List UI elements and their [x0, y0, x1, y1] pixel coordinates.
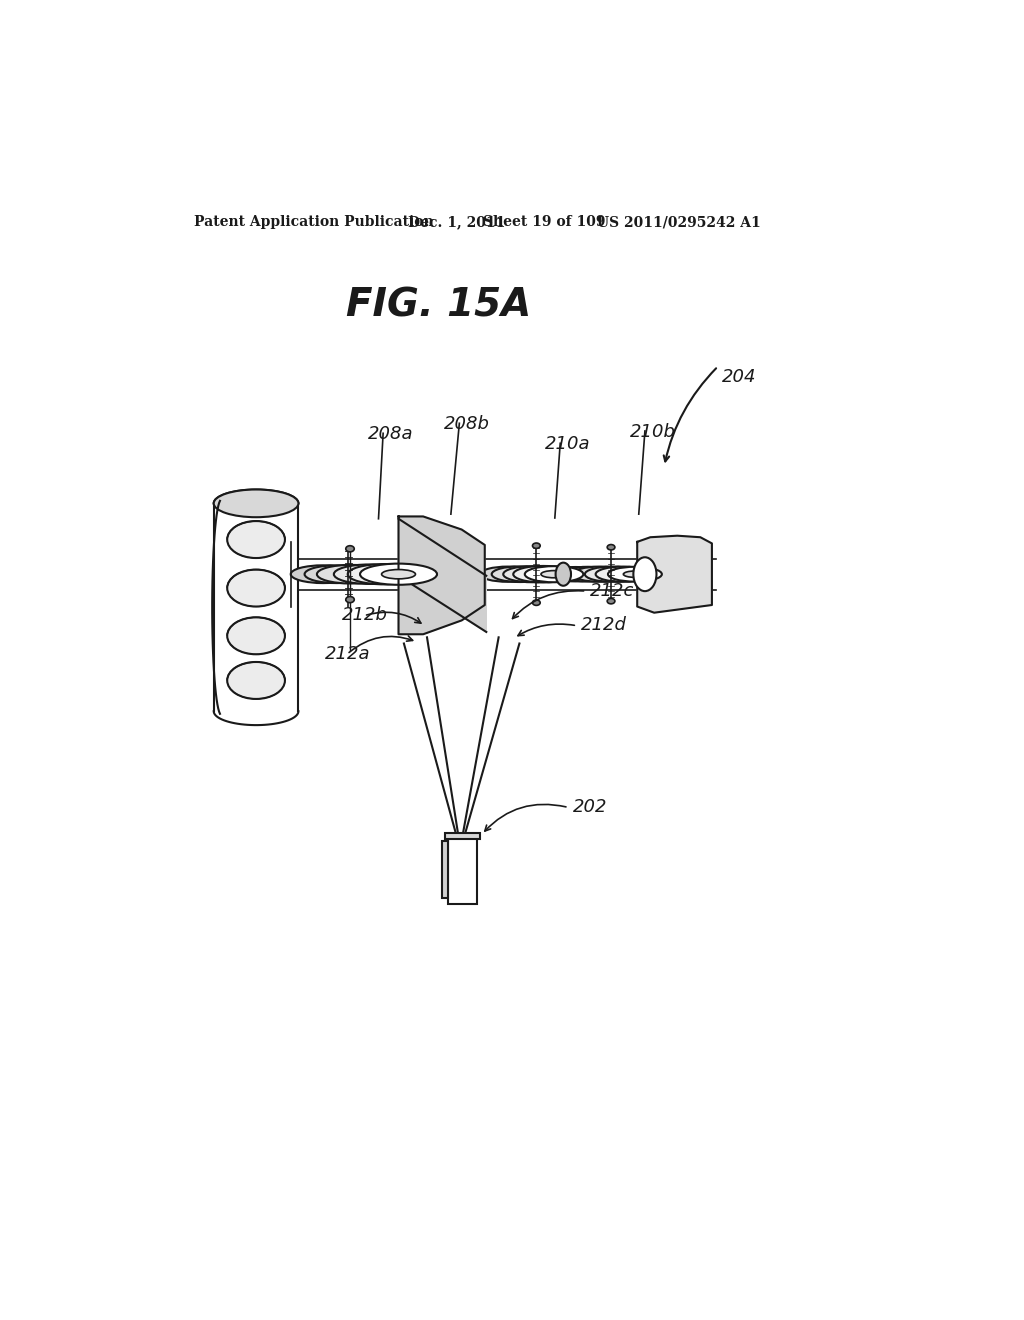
Polygon shape [403, 644, 519, 832]
Ellipse shape [227, 663, 285, 700]
Bar [447, 834, 477, 904]
Polygon shape [398, 516, 484, 635]
Ellipse shape [524, 566, 584, 582]
Ellipse shape [369, 570, 400, 578]
Text: US 2011/0295242 A1: US 2011/0295242 A1 [597, 215, 761, 230]
Text: 212d: 212d [581, 616, 627, 635]
Ellipse shape [348, 564, 422, 585]
Ellipse shape [503, 566, 562, 582]
Ellipse shape [227, 618, 285, 655]
Text: 212c: 212c [590, 582, 635, 599]
Ellipse shape [497, 572, 519, 577]
Ellipse shape [336, 570, 366, 578]
Text: 212b: 212b [342, 606, 388, 624]
Ellipse shape [624, 572, 646, 577]
Text: Dec. 1, 2011: Dec. 1, 2011 [408, 215, 505, 230]
Ellipse shape [316, 565, 385, 583]
Ellipse shape [611, 570, 636, 578]
Ellipse shape [346, 597, 354, 603]
Ellipse shape [382, 569, 416, 579]
Ellipse shape [334, 565, 404, 583]
Text: 208b: 208b [444, 416, 489, 433]
Ellipse shape [304, 565, 370, 583]
Ellipse shape [532, 601, 541, 606]
Ellipse shape [577, 572, 599, 577]
Ellipse shape [596, 566, 651, 582]
Ellipse shape [323, 570, 351, 578]
Text: Sheet 19 of 109: Sheet 19 of 109 [483, 215, 606, 230]
Ellipse shape [607, 545, 614, 550]
Bar [442, 841, 447, 898]
Ellipse shape [227, 521, 285, 558]
Text: FIG. 15A: FIG. 15A [346, 286, 531, 325]
Ellipse shape [480, 566, 536, 582]
Ellipse shape [600, 570, 625, 578]
Ellipse shape [607, 598, 614, 603]
Ellipse shape [572, 566, 628, 582]
Ellipse shape [508, 570, 532, 578]
Text: 204: 204 [722, 368, 757, 385]
Ellipse shape [556, 562, 571, 586]
Ellipse shape [227, 570, 285, 607]
Ellipse shape [541, 570, 567, 578]
Polygon shape [398, 519, 486, 632]
Text: 210a: 210a [545, 436, 590, 454]
Ellipse shape [309, 570, 337, 578]
Ellipse shape [354, 570, 385, 578]
Ellipse shape [530, 570, 556, 578]
Ellipse shape [513, 566, 573, 582]
Ellipse shape [346, 545, 354, 552]
Ellipse shape [585, 566, 640, 582]
Ellipse shape [492, 566, 549, 582]
Ellipse shape [532, 543, 541, 548]
Text: 208a: 208a [368, 425, 414, 444]
Ellipse shape [561, 566, 614, 582]
Ellipse shape [588, 570, 612, 578]
Ellipse shape [564, 572, 587, 577]
Ellipse shape [608, 566, 662, 582]
Ellipse shape [550, 568, 602, 581]
Bar [444, 833, 480, 840]
Polygon shape [214, 503, 298, 711]
Ellipse shape [360, 564, 437, 585]
Text: 212a: 212a [326, 645, 371, 663]
Text: 210b: 210b [630, 424, 676, 441]
Ellipse shape [291, 565, 355, 583]
Polygon shape [637, 536, 712, 612]
Ellipse shape [634, 557, 656, 591]
Text: Patent Application Publication: Patent Application Publication [194, 215, 433, 230]
Ellipse shape [519, 570, 546, 578]
Text: 202: 202 [572, 799, 607, 816]
Ellipse shape [214, 490, 298, 517]
